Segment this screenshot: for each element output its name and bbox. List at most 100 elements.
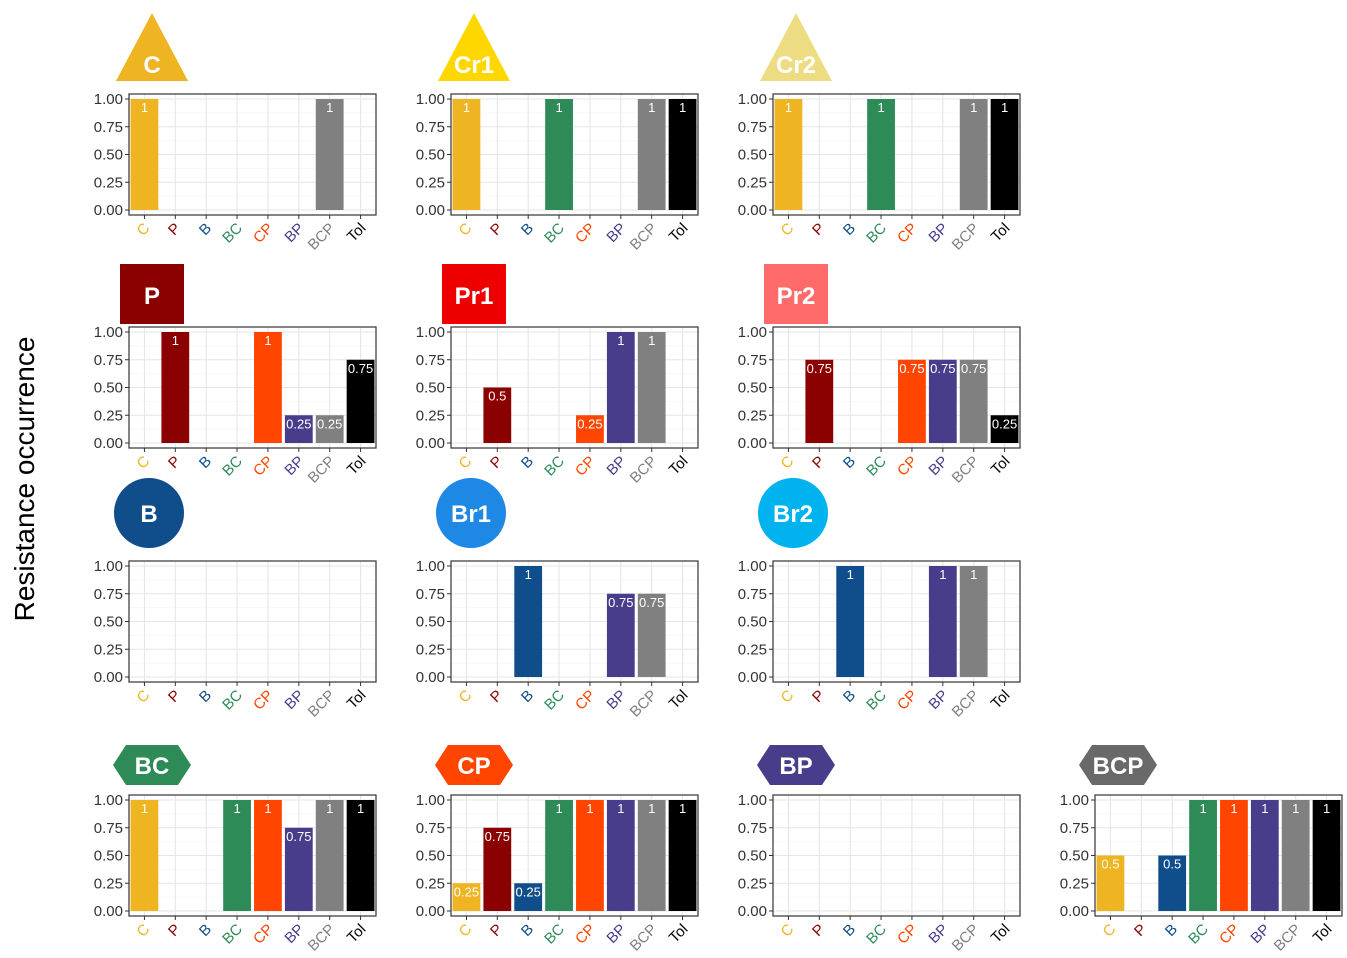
bar-BCP (315, 415, 344, 443)
data-label-CP: 1 (586, 801, 593, 816)
x-tick-label-BCP: BCP (949, 220, 983, 254)
x-tick-label-P: P (165, 220, 184, 239)
y-tick-label: 0.00 (416, 669, 445, 686)
x-tick-label-BCP: BCP (1271, 921, 1305, 955)
badge-square (764, 264, 828, 324)
panel-BC: 0.000.250.500.751.00 1C P B1BC1CP0.75BP1BCP… (94, 745, 377, 955)
bar-CP (576, 800, 604, 911)
y-tick-label: 0.25 (416, 875, 445, 892)
bar-Tol (668, 800, 697, 911)
y-tick-label: 0.00 (416, 435, 445, 452)
bar-CP (254, 800, 282, 911)
x-tick-label-BCP: BCP (949, 453, 983, 487)
data-label-Tol: 1 (1001, 100, 1008, 115)
x-tick-label-CP: CP (572, 687, 599, 714)
data-label-BCP: 1 (970, 100, 977, 115)
x-tick-label-P: P (165, 921, 184, 940)
y-tick-label: 0.50 (738, 614, 767, 631)
x-tick-label-C: C (456, 687, 476, 707)
data-label-BC: 1 (877, 100, 884, 115)
panel-title: BC (135, 753, 170, 780)
x-tick-label-BC: BC (219, 687, 246, 714)
bar-P (483, 387, 512, 443)
x-tick-label-BCP: BCP (949, 921, 983, 955)
bar-BP (606, 332, 635, 443)
x-tick-label-BC: BC (541, 220, 568, 247)
x-tick-label-Tol: Tol (1310, 921, 1336, 947)
y-tick-label: 1.00 (416, 792, 445, 809)
y-tick-label: 0.75 (1060, 820, 1089, 837)
y-tick-label: 0.75 (738, 352, 767, 369)
y-tick-label: 0.25 (738, 875, 767, 892)
x-tick-label-BCP: BCP (627, 453, 661, 487)
badge-square (120, 264, 184, 324)
y-tick-label: 0.75 (94, 586, 123, 603)
y-tick-label: 0.25 (416, 641, 445, 658)
data-label-Tol: 1 (679, 100, 686, 115)
data-label-BCP: 1 (1292, 801, 1299, 816)
panel-border (772, 326, 1021, 449)
x-tick-label-B: B (518, 220, 537, 239)
x-tick-label-CP: CP (894, 687, 921, 714)
x-tick-label-BC: BC (219, 921, 246, 948)
x-tick-label-Tol: Tol (344, 687, 370, 713)
x-tick-label-P: P (1131, 921, 1150, 940)
data-label-BP: 0.75 (286, 829, 311, 844)
y-tick-label: 0.50 (416, 147, 445, 164)
data-label-C: 1 (141, 801, 148, 816)
bar-BCP (637, 332, 666, 443)
badge-hexagon (1079, 745, 1157, 785)
data-label-BC: 1 (555, 100, 562, 115)
data-label-Tol: 1 (357, 801, 364, 816)
y-tick-label: 0.00 (94, 669, 123, 686)
x-tick-label-P: P (487, 687, 506, 706)
bar-BCP (959, 359, 988, 443)
bar-C (130, 800, 159, 911)
panel-border (772, 560, 1021, 683)
data-label-C: 1 (463, 100, 470, 115)
data-label-Tol: 1 (679, 801, 686, 816)
x-tick-label-BC: BC (1185, 921, 1212, 948)
x-tick-label-B: B (196, 453, 215, 472)
y-tick-label: 0.50 (416, 614, 445, 631)
x-tick-label-B: B (518, 687, 537, 706)
data-label-BCP: 1 (970, 567, 977, 582)
y-tick-label: 0.00 (94, 903, 123, 920)
x-tick-label-C: C (778, 921, 798, 941)
x-tick-label-B: B (518, 453, 537, 472)
data-label-BP: 0.75 (930, 361, 955, 376)
x-tick-label-BC: BC (863, 921, 890, 948)
x-tick-label-BCP: BCP (305, 921, 339, 955)
x-tick-label-BP: BP (281, 921, 307, 947)
data-label-BP: 0.75 (608, 595, 633, 610)
bar-BP (606, 593, 635, 677)
bar-BCP (315, 800, 344, 911)
x-tick-label-CP: CP (894, 921, 921, 948)
panel-border (450, 326, 699, 449)
x-tick-label-C: C (456, 220, 476, 240)
panel-border (772, 93, 1021, 216)
bar-CP (576, 415, 604, 443)
badge-hexagon (113, 745, 191, 785)
bar-P (161, 332, 190, 443)
y-tick-label: 0.50 (738, 147, 767, 164)
bar-Tol (1312, 800, 1341, 911)
bar-C (452, 883, 481, 911)
data-label-BCP: 1 (326, 100, 333, 115)
y-tick-label: 1.00 (416, 324, 445, 341)
x-tick-label-BP: BP (603, 687, 629, 713)
x-tick-label-C: C (456, 921, 476, 941)
x-tick-label-BCP: BCP (305, 687, 339, 721)
y-tick-label: 0.00 (1060, 903, 1089, 920)
bar-BP (928, 359, 957, 443)
panel-Pr2: 0.00 0.25 0.50 0.75 1.00 C 0.75 P B BC 0.75 CP 0.75 B… (738, 264, 1021, 487)
x-tick-label-BCP: BCP (627, 921, 661, 955)
data-label-Tol: 0.75 (348, 361, 373, 376)
x-tick-label-Tol: Tol (988, 453, 1014, 479)
y-tick-label: 0.75 (94, 820, 123, 837)
y-tick-label: 0.75 (416, 586, 445, 603)
x-tick-label-Tol: Tol (344, 220, 370, 246)
x-tick-label-B: B (1162, 921, 1181, 940)
panel-title: B (140, 501, 157, 528)
